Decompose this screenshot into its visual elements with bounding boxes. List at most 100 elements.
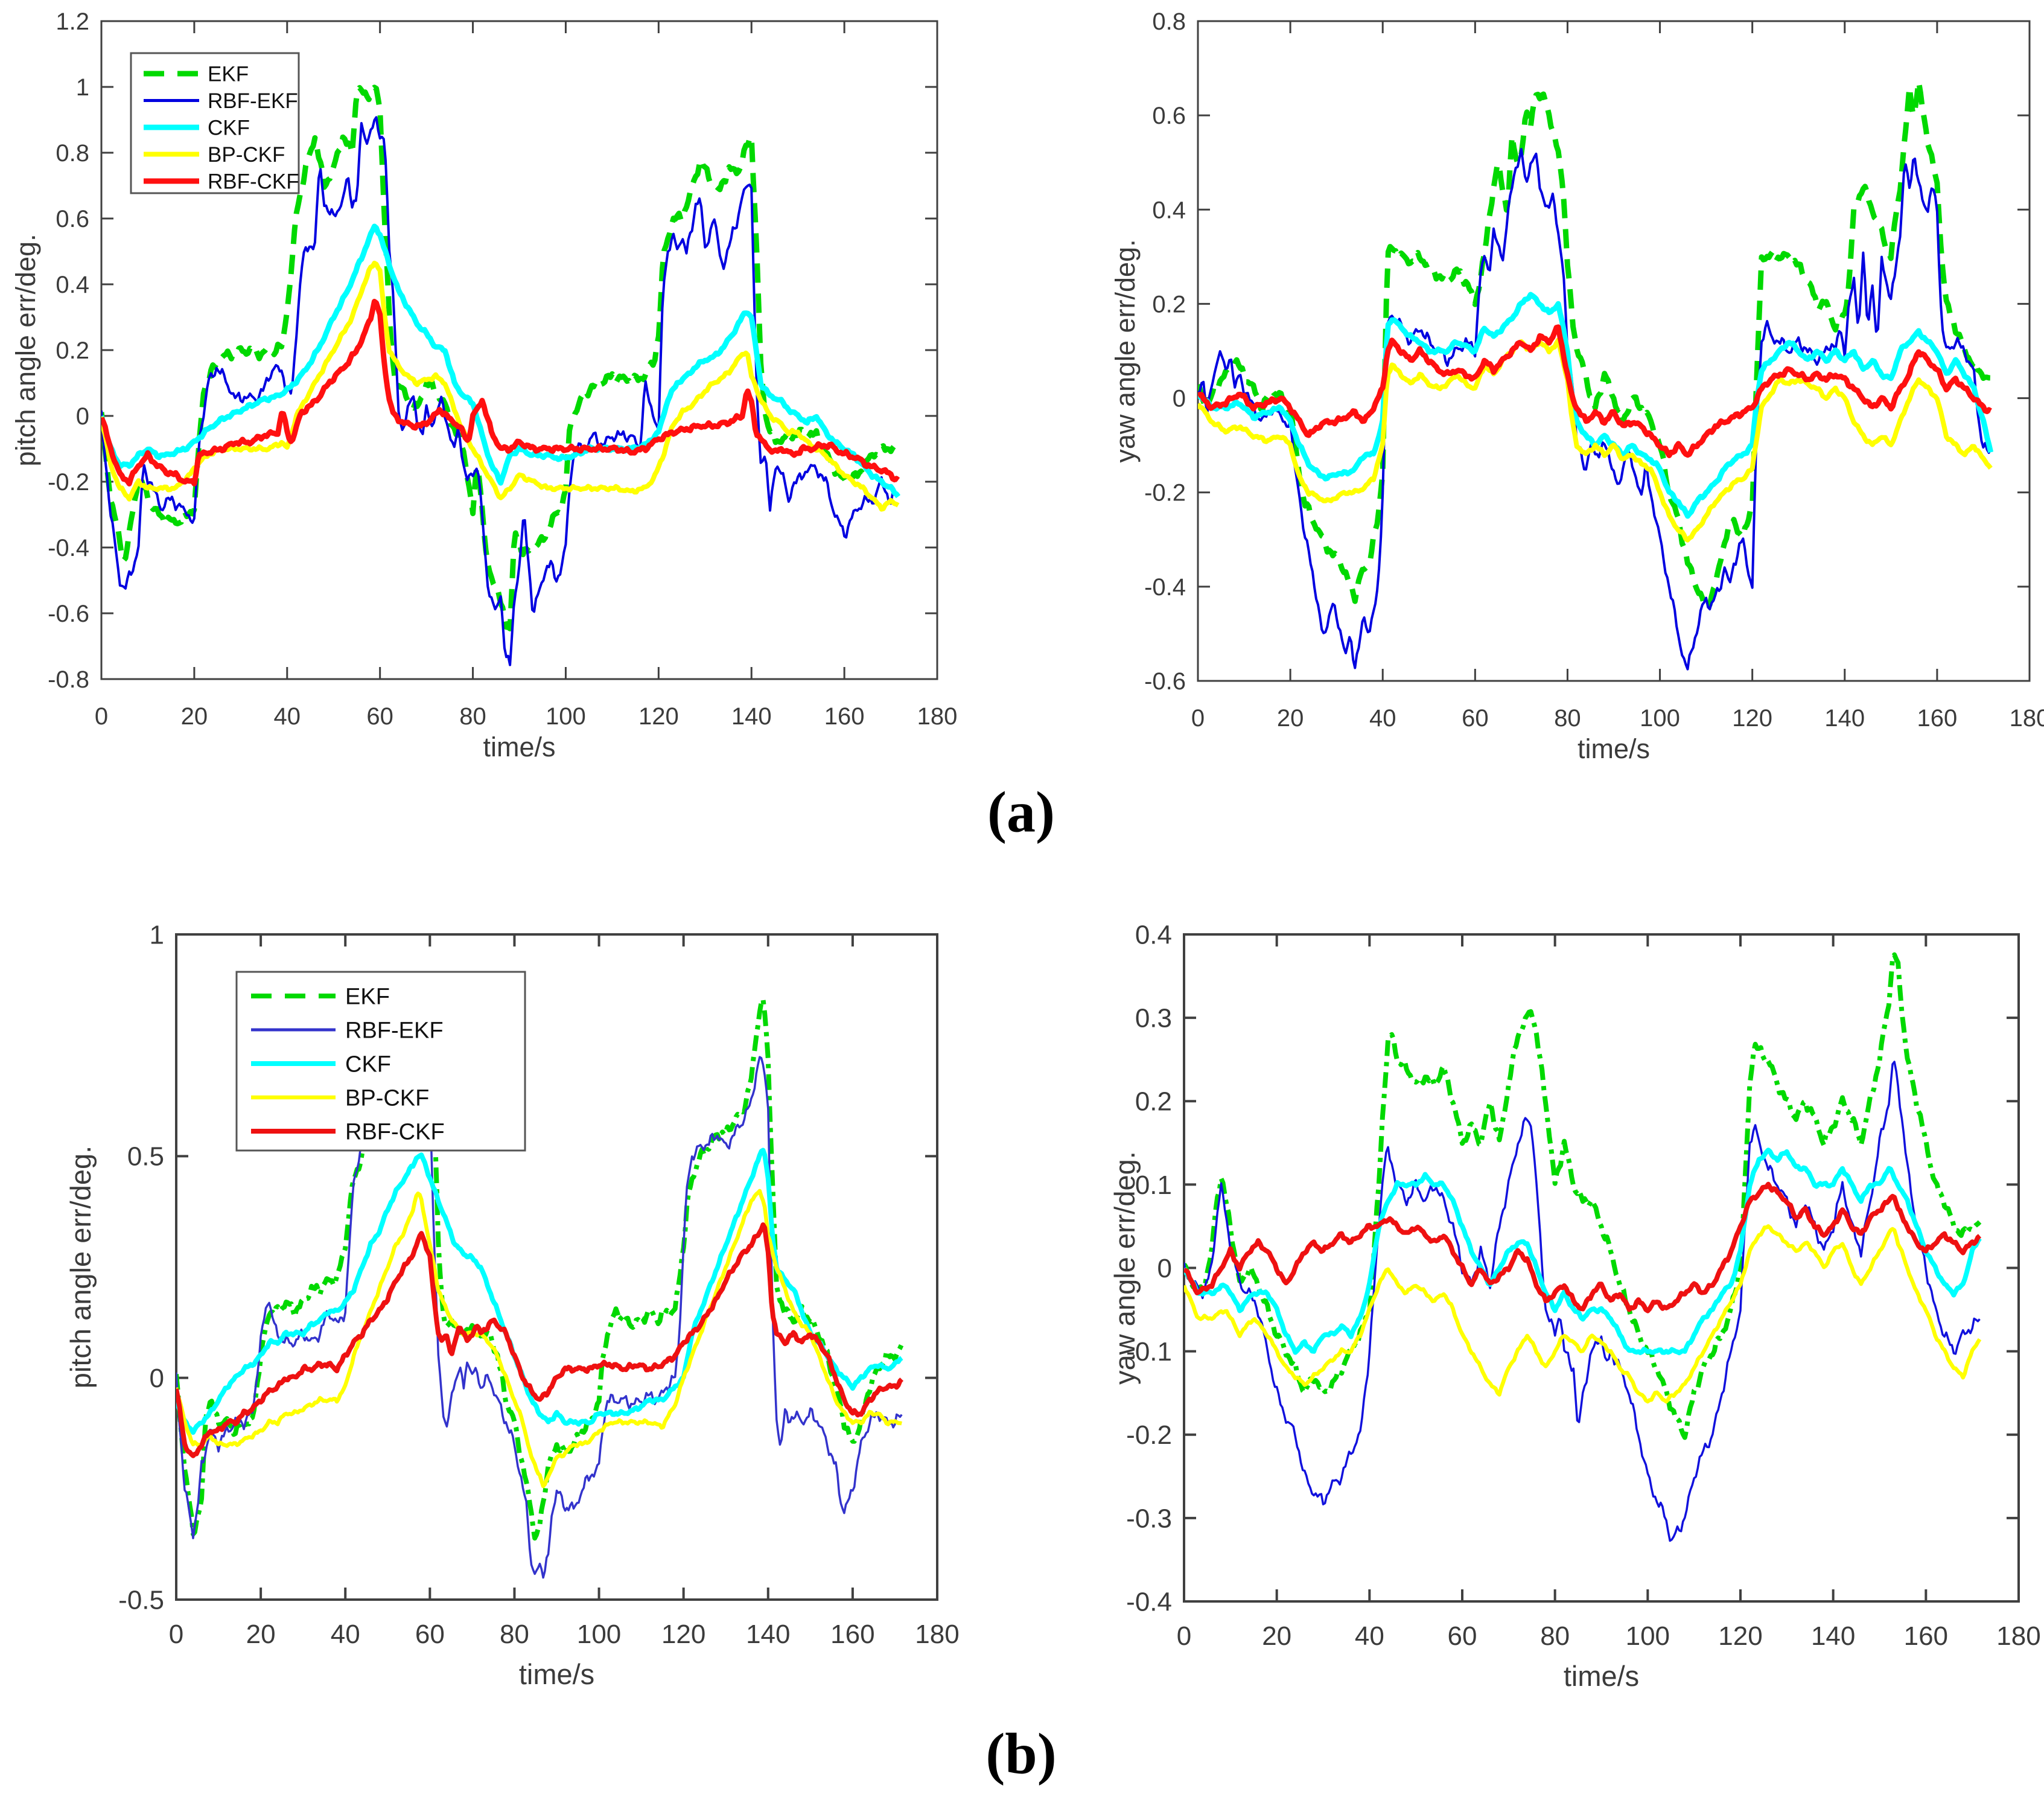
x-tick-label: 20 (1262, 1621, 1291, 1651)
x-tick-label: 60 (1448, 1621, 1477, 1651)
series-line-rbf-ckf (1184, 1181, 1982, 1313)
x-tick-label: 180 (917, 703, 958, 730)
series-line-ckf (101, 223, 901, 499)
y-tick-label: 1 (76, 74, 89, 101)
x-tick-label: 120 (1732, 705, 1772, 732)
legend-label-rbf-ckf: RBF-CKF (208, 170, 299, 193)
series-line-bp-ckf (101, 260, 900, 512)
x-tick-label: 100 (577, 1620, 621, 1649)
y-tick-label: 0.4 (1152, 197, 1186, 223)
y-tick-label: -0.3 (1126, 1504, 1172, 1533)
x-tick-label: 160 (1917, 705, 1958, 732)
x-tick-label: 60 (1462, 705, 1489, 732)
y-tick-label: 0 (1173, 386, 1186, 412)
y-tick-label: 0.6 (1152, 103, 1186, 129)
y-tick-label: -0.2 (48, 469, 89, 496)
y-tick-label: 0.1 (1135, 1170, 1172, 1200)
y-tick-label: -0.4 (48, 535, 89, 561)
legend-label-ekf: EKF (345, 984, 390, 1009)
y-tick-label: 0.6 (56, 206, 89, 232)
x-tick-label: 60 (415, 1620, 445, 1649)
x-tick-label: 0 (95, 703, 108, 730)
x-tick-label: 20 (1277, 705, 1304, 732)
y-tick-label: 0 (76, 403, 89, 430)
x-tick-label: 140 (746, 1620, 790, 1649)
series-line-rbf-ckf (176, 1222, 904, 1458)
series-line-rbf-ekf (176, 1056, 903, 1579)
y-tick-label: 0.2 (56, 337, 89, 364)
x-tick-label: 160 (1904, 1621, 1948, 1651)
legend-label-rbf-ckf: RBF-CKF (345, 1119, 445, 1144)
x-tick-label: 120 (1718, 1621, 1762, 1651)
series-line-bp-ckf (1198, 337, 1993, 543)
legend-label-ckf: CKF (208, 116, 250, 139)
plot-box (1183, 933, 2020, 1603)
legend-label-ckf: CKF (345, 1052, 391, 1077)
x-tick-label: 40 (274, 703, 301, 730)
x-tick-label: 40 (1355, 1621, 1384, 1651)
series-line-bp-ckf (1184, 1224, 1982, 1404)
y-axis-label: yaw angle err/deg. (1109, 1151, 1141, 1385)
x-tick-label: 0 (1177, 1621, 1191, 1651)
x-tick-label: 0 (1191, 705, 1205, 732)
y-axis-label: pitch angle err/deg. (10, 234, 41, 466)
y-tick-label: 0.3 (1135, 1004, 1172, 1033)
x-tick-label: 160 (824, 703, 865, 730)
panel-b-label: (b) (985, 1721, 1057, 1786)
y-tick-label: -0.5 (118, 1585, 164, 1615)
series-line-rbf-ekf (101, 116, 899, 666)
plot-box (175, 933, 938, 1601)
y-tick-label: -0.6 (1144, 668, 1186, 695)
x-tick-label: 20 (246, 1620, 276, 1649)
legend-label-rbf-ekf: RBF-EKF (208, 89, 298, 113)
x-tick-label: 120 (661, 1620, 705, 1649)
y-tick-label: 0.2 (1152, 291, 1186, 318)
x-tick-label: 160 (830, 1620, 874, 1649)
x-tick-label: 180 (2010, 705, 2044, 732)
y-axis-label: pitch angle err/deg. (65, 1146, 97, 1388)
series-line-rbf-ekf (1198, 148, 1992, 671)
x-tick-label: 40 (1369, 705, 1396, 732)
y-tick-label: 0.4 (56, 272, 89, 298)
legend-label-ekf: EKF (208, 62, 249, 86)
y-tick-label: -0.2 (1126, 1420, 1172, 1450)
x-tick-label: 0 (169, 1620, 183, 1649)
x-tick-label: 80 (1554, 705, 1581, 732)
x-tick-label: 40 (331, 1620, 360, 1649)
y-tick-label: 0.8 (56, 140, 89, 167)
x-axis-label: time/s (483, 732, 555, 762)
y-tick-label: 0 (1157, 1254, 1172, 1283)
x-axis-label: time/s (519, 1658, 594, 1690)
x-tick-label: 140 (1824, 705, 1865, 732)
y-tick-label: 0.4 (1135, 920, 1172, 950)
x-axis-label: time/s (1578, 733, 1650, 764)
series-line-ekf (1184, 952, 1982, 1440)
series-line-ekf (1198, 78, 1992, 611)
legend-label-bp-ckf: BP-CKF (208, 143, 285, 167)
x-tick-label: 100 (546, 703, 586, 730)
y-tick-label: 0 (150, 1364, 164, 1393)
x-tick-label: 20 (181, 703, 208, 730)
x-axis-label: time/s (1564, 1660, 1639, 1692)
x-tick-label: 80 (1540, 1621, 1570, 1651)
y-tick-label: -0.6 (48, 601, 89, 627)
x-tick-label: 120 (638, 703, 679, 730)
series-line-rbf-ekf (1184, 1061, 1981, 1542)
x-tick-label: 100 (1640, 705, 1680, 732)
plot-box (1197, 20, 2031, 682)
x-tick-label: 60 (366, 703, 393, 730)
series-line-ckf (1184, 1147, 1982, 1356)
x-tick-label: 180 (1996, 1621, 2040, 1651)
legend-label-rbf-ekf: RBF-EKF (345, 1018, 444, 1043)
x-tick-label: 140 (731, 703, 772, 730)
legend-box (130, 52, 300, 194)
series-line-rbf-ckf (1198, 324, 1992, 458)
legend-label-bp-ckf: BP-CKF (345, 1085, 429, 1111)
y-axis-label: yaw angle err/deg. (1110, 239, 1141, 462)
y-tick-label: -0.1 (1126, 1337, 1172, 1367)
